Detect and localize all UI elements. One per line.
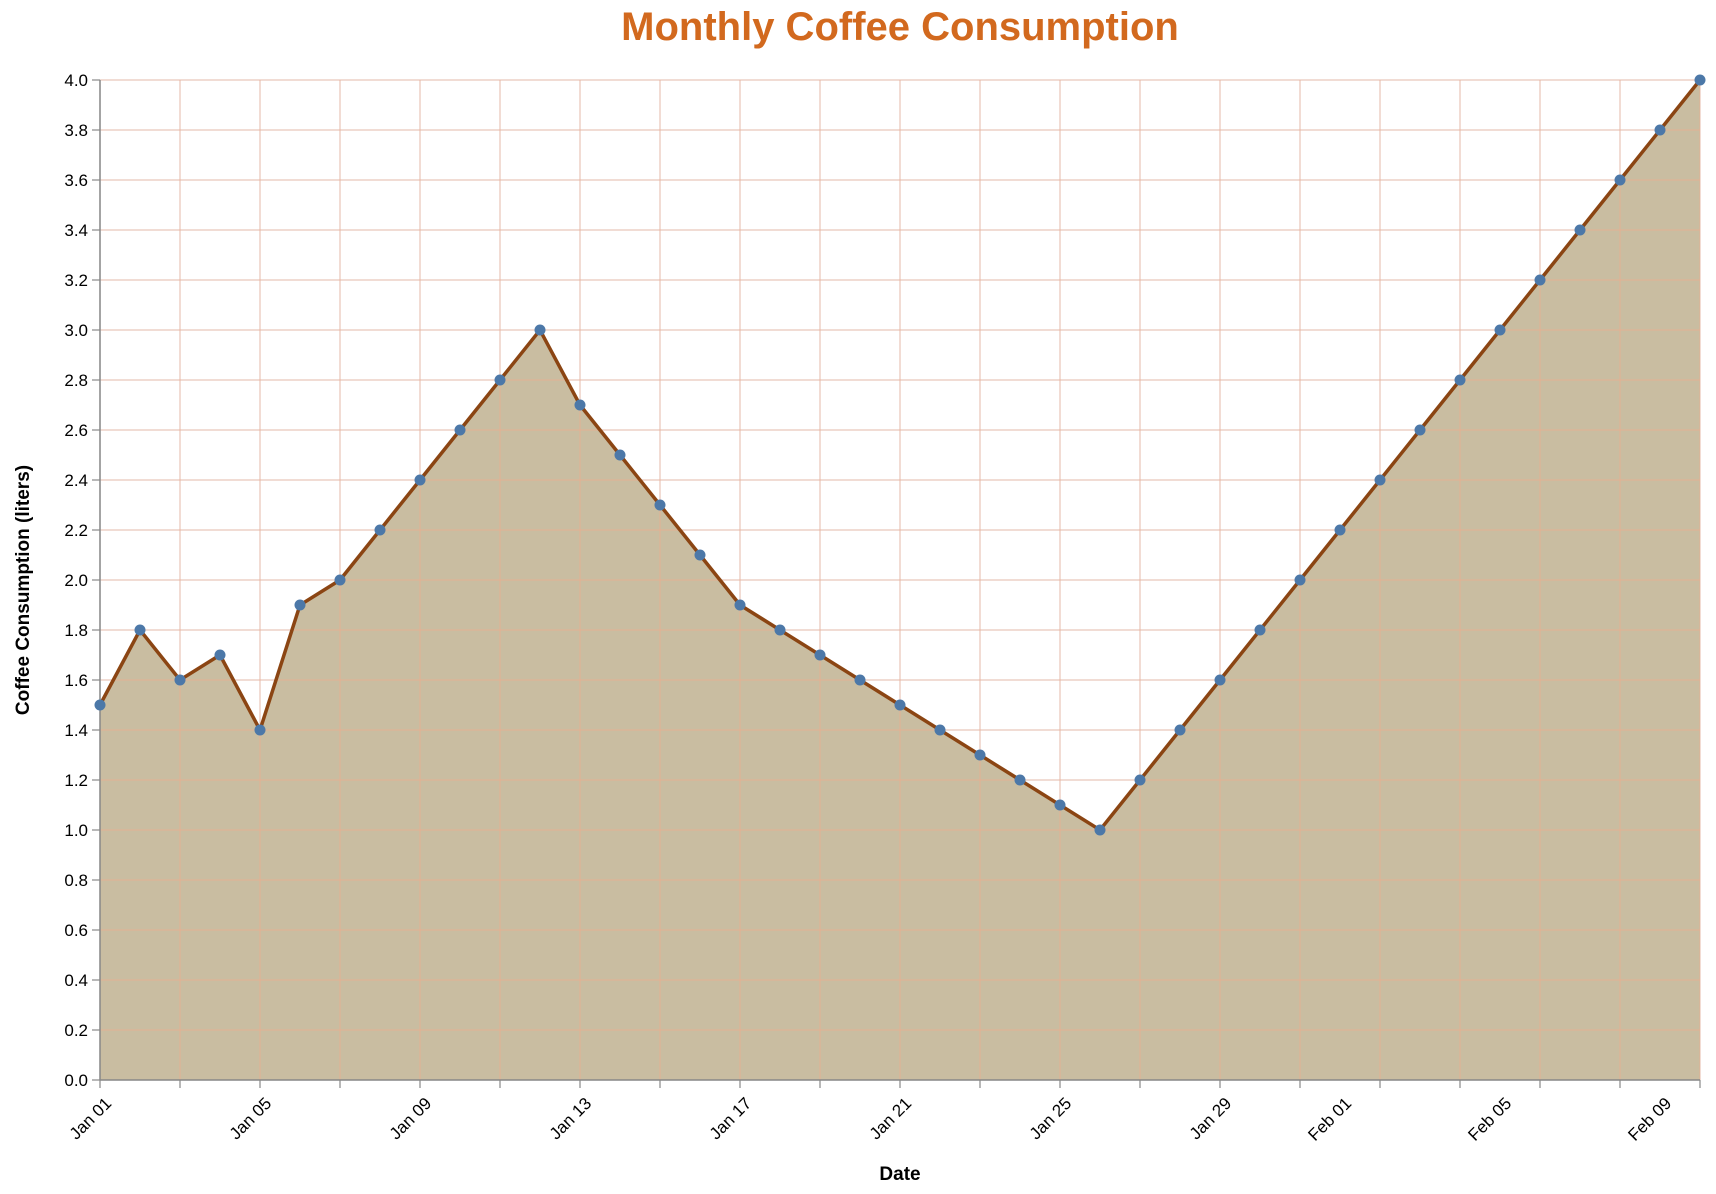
x-tick-label: Feb 01 xyxy=(1304,1094,1355,1145)
data-point xyxy=(1414,424,1426,436)
data-point xyxy=(574,399,586,411)
data-point xyxy=(1134,774,1146,786)
data-point xyxy=(1174,724,1186,736)
y-tick-label: 1.0 xyxy=(64,821,88,840)
data-point xyxy=(494,374,506,386)
y-tick-label: 0.6 xyxy=(64,921,88,940)
data-point xyxy=(974,749,986,761)
y-tick-label: 2.8 xyxy=(64,371,88,390)
data-point xyxy=(734,599,746,611)
y-tick-label: 3.4 xyxy=(64,221,88,240)
y-tick-label: 3.0 xyxy=(64,321,88,340)
data-point xyxy=(1654,124,1666,136)
data-point xyxy=(854,674,866,686)
y-axis-title: Coffee Consumption (liters) xyxy=(13,465,34,715)
y-tick-label: 1.6 xyxy=(64,671,88,690)
x-tick-label: Jan 25 xyxy=(1026,1094,1076,1144)
data-point xyxy=(1254,624,1266,636)
data-point xyxy=(1534,274,1546,286)
data-point xyxy=(894,699,906,711)
data-point xyxy=(174,674,186,686)
x-tick-label: Jan 01 xyxy=(66,1094,116,1144)
data-point xyxy=(694,549,706,561)
data-point xyxy=(414,474,426,486)
grid-over-area xyxy=(99,79,1701,1081)
x-tick-label: Feb 05 xyxy=(1464,1094,1515,1145)
y-tick-label: 0.0 xyxy=(64,1071,88,1090)
x-tick-label: Jan 21 xyxy=(866,1094,916,1144)
data-point xyxy=(1054,799,1066,811)
y-tick-label: 2.2 xyxy=(64,521,88,540)
data-point xyxy=(1334,524,1346,536)
data-point xyxy=(1574,224,1586,236)
data-point xyxy=(654,499,666,511)
data-point xyxy=(1694,74,1706,86)
data-points xyxy=(94,74,1706,836)
data-point xyxy=(934,724,946,736)
x-tick-label: Jan 05 xyxy=(226,1094,276,1144)
data-point xyxy=(1014,774,1026,786)
y-tick-label: 1.2 xyxy=(64,771,88,790)
y-tick-label: 3.2 xyxy=(64,271,88,290)
y-tick-label: 3.8 xyxy=(64,121,88,140)
x-tick-label: Jan 09 xyxy=(386,1094,436,1144)
y-tick-label: 2.0 xyxy=(64,571,88,590)
data-point xyxy=(1374,474,1386,486)
x-tick-label: Jan 13 xyxy=(546,1094,596,1144)
data-point xyxy=(814,649,826,661)
data-point xyxy=(214,649,226,661)
y-tick-label: 0.4 xyxy=(64,971,88,990)
data-point xyxy=(774,624,786,636)
data-point xyxy=(374,524,386,536)
data-point xyxy=(534,324,546,336)
y-tick-label: 0.8 xyxy=(64,871,88,890)
data-point xyxy=(134,624,146,636)
y-tick-label: 4.0 xyxy=(64,71,88,90)
data-point xyxy=(1614,174,1626,186)
y-tick-label: 0.2 xyxy=(64,1021,88,1040)
x-tick-label: Jan 29 xyxy=(1186,1094,1236,1144)
data-point xyxy=(1214,674,1226,686)
y-tick-label: 1.8 xyxy=(64,621,88,640)
data-point xyxy=(334,574,346,586)
x-tick-label: Feb 09 xyxy=(1624,1094,1675,1145)
data-point xyxy=(1294,574,1306,586)
y-tick-label: 2.6 xyxy=(64,421,88,440)
y-tick-label: 2.4 xyxy=(64,471,88,490)
y-tick-label: 1.4 xyxy=(64,721,88,740)
data-point xyxy=(94,699,106,711)
data-point xyxy=(454,424,466,436)
chart-title: Monthly Coffee Consumption xyxy=(621,5,1179,49)
x-axis-title: Date xyxy=(879,1164,920,1185)
data-point xyxy=(1454,374,1466,386)
data-point xyxy=(1094,824,1106,836)
data-point xyxy=(254,724,266,736)
y-tick-label: 3.6 xyxy=(64,171,88,190)
data-point xyxy=(614,449,626,461)
data-point xyxy=(294,599,306,611)
data-point xyxy=(1494,324,1506,336)
x-tick-label: Jan 17 xyxy=(706,1094,756,1144)
